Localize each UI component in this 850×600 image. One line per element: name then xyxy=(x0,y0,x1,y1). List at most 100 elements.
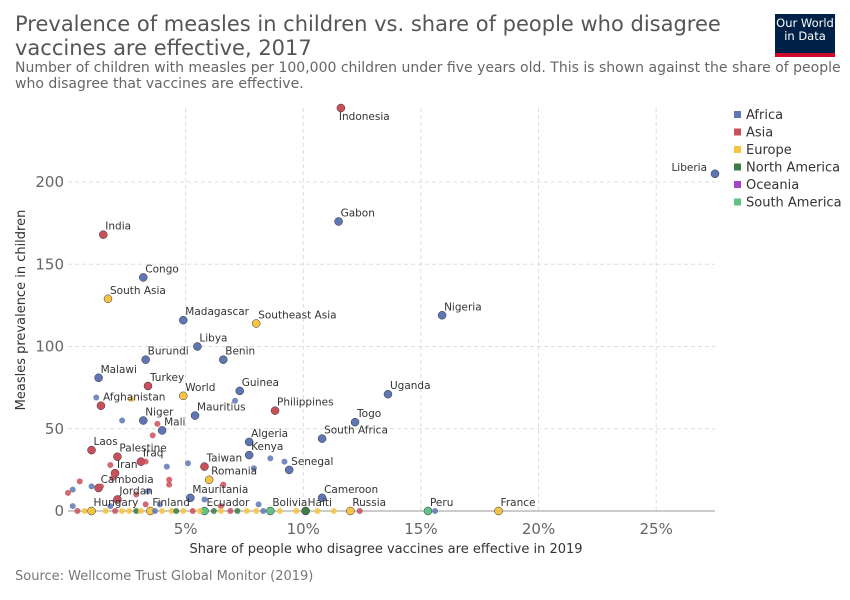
point-unlabeled-54[interactable] xyxy=(267,455,274,462)
point-unlabeled-59[interactable] xyxy=(109,475,116,482)
point-niger[interactable] xyxy=(139,416,148,425)
point-mauritania[interactable] xyxy=(186,493,195,503)
point-unlabeled-63[interactable] xyxy=(69,486,76,493)
point-unlabeled-60[interactable] xyxy=(166,476,173,483)
point-madagascar[interactable] xyxy=(179,315,188,325)
point-nigeria[interactable] xyxy=(437,311,447,320)
point-peru[interactable] xyxy=(423,506,433,516)
point-haiti[interactable] xyxy=(301,506,310,516)
point-unlabeled-97[interactable] xyxy=(260,508,267,514)
point-unlabeled-101[interactable] xyxy=(330,508,337,514)
point-unlabeled-55[interactable] xyxy=(281,458,288,465)
legend-label-south-america[interactable]: South America xyxy=(746,196,842,211)
point-unlabeled-102[interactable] xyxy=(356,508,363,514)
point-unlabeled-80[interactable] xyxy=(119,508,126,514)
point-indonesia[interactable] xyxy=(336,103,346,113)
legend-label-asia[interactable]: Asia xyxy=(746,126,773,141)
point-kenya[interactable] xyxy=(244,450,254,460)
point-unlabeled-73[interactable] xyxy=(201,496,208,503)
point-congo[interactable] xyxy=(139,273,148,282)
point-southeast-asia[interactable] xyxy=(251,319,261,328)
point-unlabeled-92[interactable] xyxy=(217,508,224,514)
point-unlabeled-66[interactable] xyxy=(97,483,104,490)
point-hungary[interactable] xyxy=(87,506,96,516)
point-unlabeled-100[interactable] xyxy=(314,508,321,514)
point-unlabeled-103[interactable] xyxy=(432,508,439,514)
point-unlabeled-50[interactable] xyxy=(149,432,156,439)
point-unlabeled-82[interactable] xyxy=(133,508,140,514)
point-uganda[interactable] xyxy=(383,389,393,399)
point-unlabeled-70[interactable] xyxy=(107,503,114,510)
point-unlabeled-65[interactable] xyxy=(65,489,71,496)
point-unlabeled-77[interactable] xyxy=(81,508,88,514)
point-unlabeled-87[interactable] xyxy=(173,508,180,514)
point-south-africa[interactable] xyxy=(317,434,327,443)
point-unlabeled-67[interactable] xyxy=(144,488,151,495)
point-india[interactable] xyxy=(99,230,108,239)
point-unlabeled-74[interactable] xyxy=(217,503,224,510)
point-unlabeled-95[interactable] xyxy=(243,508,250,514)
point-palestine[interactable] xyxy=(113,452,122,461)
point-senegal[interactable] xyxy=(284,465,294,475)
point-unlabeled-79[interactable] xyxy=(112,508,119,514)
point-unlabeled-84[interactable] xyxy=(152,508,159,514)
point-unlabeled-94[interactable] xyxy=(234,508,241,514)
point-philippines[interactable] xyxy=(270,406,280,415)
point-unlabeled-75[interactable] xyxy=(255,501,262,508)
point-unlabeled-61[interactable] xyxy=(166,481,173,488)
point-liberia[interactable] xyxy=(710,169,720,179)
point-unlabeled-47[interactable] xyxy=(232,397,239,404)
point-guinea[interactable] xyxy=(235,386,244,396)
point-romania[interactable] xyxy=(204,475,214,484)
point-unlabeled-58[interactable] xyxy=(76,478,83,485)
point-unlabeled-85[interactable] xyxy=(159,508,166,514)
point-bolivia[interactable] xyxy=(266,506,275,516)
point-unlabeled-53[interactable] xyxy=(184,460,191,467)
point-cameroon[interactable] xyxy=(317,493,327,503)
point-unlabeled-71[interactable] xyxy=(142,501,149,508)
point-unlabeled-56[interactable] xyxy=(250,465,257,472)
point-benin[interactable] xyxy=(219,355,228,364)
point-unlabeled-83[interactable] xyxy=(137,508,144,514)
point-unlabeled-72[interactable] xyxy=(156,501,163,508)
point-taiwan[interactable] xyxy=(200,462,209,471)
point-unlabeled-86[interactable] xyxy=(168,508,175,514)
point-world[interactable] xyxy=(179,391,188,401)
point-unlabeled-45[interactable] xyxy=(128,396,135,403)
point-togo[interactable] xyxy=(350,417,360,427)
legend-label-oceania[interactable]: Oceania xyxy=(746,178,799,193)
point-unlabeled-96[interactable] xyxy=(253,508,260,514)
point-south-asia[interactable] xyxy=(103,294,113,304)
point-unlabeled-78[interactable] xyxy=(102,508,109,514)
point-unlabeled-91[interactable] xyxy=(210,508,217,514)
point-unlabeled-99[interactable] xyxy=(293,508,300,514)
point-turkey[interactable] xyxy=(143,381,153,391)
point-malawi[interactable] xyxy=(94,373,103,383)
point-unlabeled-88[interactable] xyxy=(180,508,187,514)
point-libya[interactable] xyxy=(193,342,202,351)
point-unlabeled-89[interactable] xyxy=(189,508,196,514)
point-unlabeled-90[interactable] xyxy=(196,508,203,514)
point-unlabeled-57[interactable] xyxy=(107,461,114,468)
point-algeria[interactable] xyxy=(244,437,254,447)
point-unlabeled-68[interactable] xyxy=(133,491,140,498)
legend-label-north-america[interactable]: North America xyxy=(746,161,840,176)
point-unlabeled-76[interactable] xyxy=(74,508,81,514)
point-laos[interactable] xyxy=(87,445,96,455)
point-unlabeled-69[interactable] xyxy=(69,503,76,510)
point-unlabeled-62[interactable] xyxy=(220,481,227,488)
point-afghanistan[interactable] xyxy=(96,401,106,410)
point-france[interactable] xyxy=(494,506,503,516)
point-unlabeled-93[interactable] xyxy=(227,508,234,514)
point-unlabeled-49[interactable] xyxy=(154,420,161,427)
point-unlabeled-48[interactable] xyxy=(119,417,126,424)
our-world-in-data-logo[interactable]: Our World in Data xyxy=(775,14,835,57)
point-unlabeled-46[interactable] xyxy=(93,394,100,401)
point-unlabeled-51[interactable] xyxy=(142,458,149,465)
point-gabon[interactable] xyxy=(334,217,343,226)
legend-label-africa[interactable]: Africa xyxy=(746,108,783,123)
point-mali[interactable] xyxy=(157,426,167,435)
point-burundi[interactable] xyxy=(141,355,150,364)
point-mauritius[interactable] xyxy=(190,411,200,420)
point-unlabeled-98[interactable] xyxy=(276,508,283,514)
